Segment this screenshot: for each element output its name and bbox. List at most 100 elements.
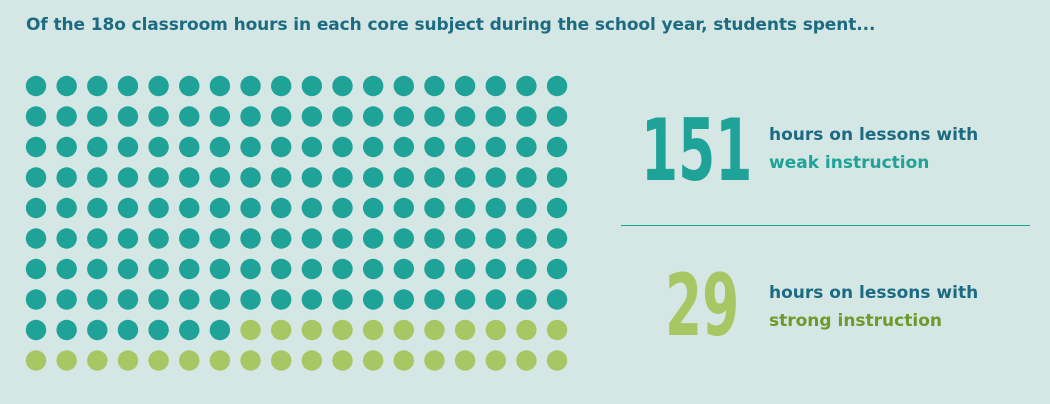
dot-strong <box>424 319 445 341</box>
dot-weak <box>240 167 261 188</box>
dot-strong <box>516 350 537 371</box>
dot-weak <box>332 106 353 127</box>
dot-weak <box>271 258 292 280</box>
dot-weak <box>148 106 169 127</box>
dot-weak <box>209 319 231 341</box>
dot-weak <box>546 258 568 280</box>
dot-weak <box>271 228 292 249</box>
dot-weak <box>148 289 169 310</box>
strong-hours-number: 29 <box>665 256 740 356</box>
dot-weak <box>56 289 77 310</box>
dot-weak <box>516 228 537 249</box>
dot-weak <box>179 228 200 249</box>
dot-weak <box>485 258 506 280</box>
dot-weak <box>117 289 139 310</box>
dot-weak <box>209 75 231 97</box>
strong-hours-label-line2: strong instruction <box>769 311 942 331</box>
dot-weak <box>362 258 384 280</box>
dot-weak <box>209 289 231 310</box>
dot-weak <box>393 289 414 310</box>
dot-weak <box>546 197 568 219</box>
weak-hours-number: 151 <box>641 101 753 201</box>
dot-weak <box>25 197 47 219</box>
dot-strong <box>240 350 261 371</box>
dot-strong <box>332 350 353 371</box>
dot-weak <box>148 228 169 249</box>
dot-weak <box>362 289 384 310</box>
dot-weak <box>87 319 108 341</box>
dot-weak <box>546 167 568 188</box>
dot-weak <box>179 106 200 127</box>
dot-weak <box>148 319 169 341</box>
dot-weak <box>485 289 506 310</box>
dot-strong <box>393 319 414 341</box>
dot-strong <box>546 319 568 341</box>
dot-weak <box>87 289 108 310</box>
dot-weak <box>117 75 139 97</box>
weak-hours-label: hours on lessons with weak instruction <box>769 121 978 177</box>
dot-weak <box>546 228 568 249</box>
dot-weak <box>485 106 506 127</box>
dot-weak <box>424 167 445 188</box>
dot-weak <box>117 136 139 158</box>
dot-weak <box>25 136 47 158</box>
dot-weak <box>393 258 414 280</box>
weak-hours-label-line2: weak instruction <box>769 153 930 173</box>
dot-weak <box>87 167 108 188</box>
dot-weak <box>87 106 108 127</box>
dot-weak <box>546 136 568 158</box>
dot-weak <box>332 75 353 97</box>
strong-hours-label: hours on lessons with strong instruction <box>769 279 978 335</box>
dot-weak <box>25 75 47 97</box>
dot-weak <box>240 197 261 219</box>
dot-weak <box>362 136 384 158</box>
dot-weak <box>454 106 476 127</box>
dot-weak <box>485 136 506 158</box>
dot-weak <box>179 167 200 188</box>
dot-weak <box>271 136 292 158</box>
dot-weak <box>240 75 261 97</box>
dot-strong <box>393 350 414 371</box>
dot-weak <box>332 228 353 249</box>
dot-weak <box>179 136 200 158</box>
dot-weak <box>148 258 169 280</box>
dot-weak <box>454 289 476 310</box>
dot-weak <box>393 228 414 249</box>
dot-strong <box>485 319 506 341</box>
strong-hours-label-line1: hours on lessons with <box>769 283 979 303</box>
dot-weak <box>301 258 323 280</box>
dot-weak <box>424 289 445 310</box>
dot-weak <box>87 197 108 219</box>
dot-weak <box>424 106 445 127</box>
dot-weak <box>87 228 108 249</box>
dot-weak <box>240 289 261 310</box>
dot-weak <box>301 106 323 127</box>
headline: Of the 18o classroom hours in each core … <box>26 15 876 35</box>
dot-weak <box>332 289 353 310</box>
dot-weak <box>56 106 77 127</box>
dot-weak <box>117 258 139 280</box>
dot-weak <box>117 228 139 249</box>
dot-weak <box>56 75 77 97</box>
dot-weak <box>332 197 353 219</box>
dot-weak <box>424 136 445 158</box>
dot-grid <box>25 75 568 371</box>
dot-weak <box>393 197 414 219</box>
dot-weak <box>332 167 353 188</box>
dot-weak <box>301 228 323 249</box>
dot-weak <box>179 258 200 280</box>
dot-weak <box>393 106 414 127</box>
dot-weak <box>117 197 139 219</box>
dot-weak <box>362 228 384 249</box>
dot-strong <box>25 350 47 371</box>
dot-weak <box>117 106 139 127</box>
dot-weak <box>301 136 323 158</box>
dot-strong <box>271 350 292 371</box>
weak-hours-label-line1: hours on lessons with <box>769 125 979 145</box>
dot-strong <box>240 319 261 341</box>
dot-weak <box>485 197 506 219</box>
dot-strong <box>117 350 139 371</box>
dot-weak <box>240 258 261 280</box>
dot-weak <box>209 167 231 188</box>
